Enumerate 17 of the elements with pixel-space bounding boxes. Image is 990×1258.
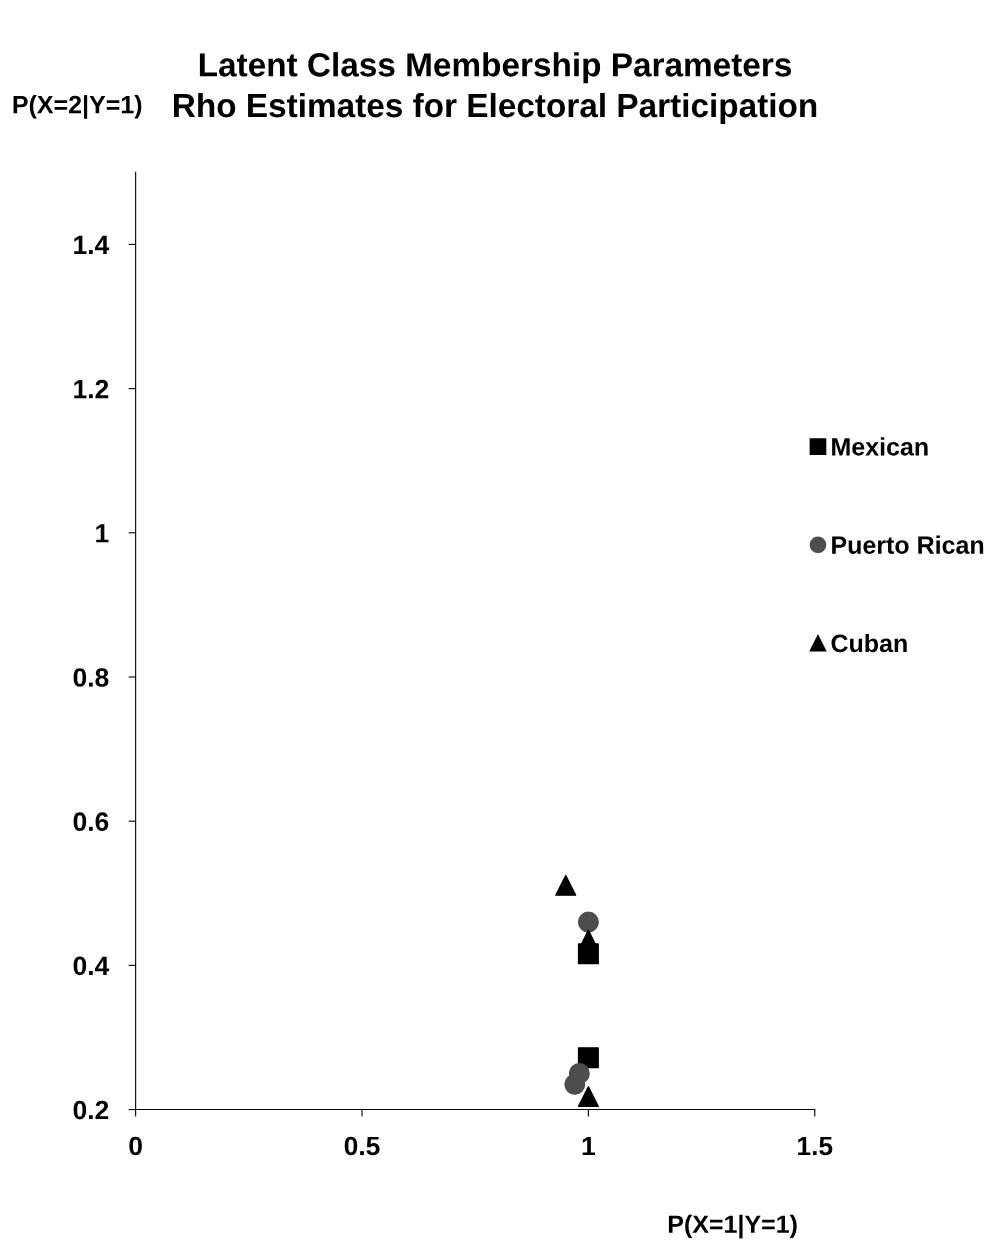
legend-label: Puerto Rican <box>832 535 984 554</box>
x-tick-label: 0.5 <box>344 1136 380 1156</box>
y-tick-label: 0.6 <box>73 812 109 832</box>
x-axis-title: P(X=1|Y=1) <box>668 1214 797 1239</box>
x-tick-label: 1 <box>582 1136 595 1156</box>
legend-label: Mexican <box>832 437 928 456</box>
x-tick-label: 1.5 <box>798 1136 833 1156</box>
y-tick-label: 1.4 <box>74 235 110 254</box>
y-tick-label: 0.4 <box>73 956 110 976</box>
y-tick-label: 1 <box>96 524 109 543</box>
x-tick-label: 0 <box>129 1136 142 1156</box>
legend-label: Cuban <box>831 633 907 653</box>
y-axis-title: P(X=2|Y=1) <box>13 95 142 119</box>
y-tick-label: 0.2 <box>73 1100 109 1120</box>
y-tick-label: 0.8 <box>73 668 109 687</box>
y-tick-label: 1.2 <box>74 379 109 399</box>
chart-title: Latent Class Membership Parameters Rho Estimates for Electoral Participation <box>174 52 817 124</box>
